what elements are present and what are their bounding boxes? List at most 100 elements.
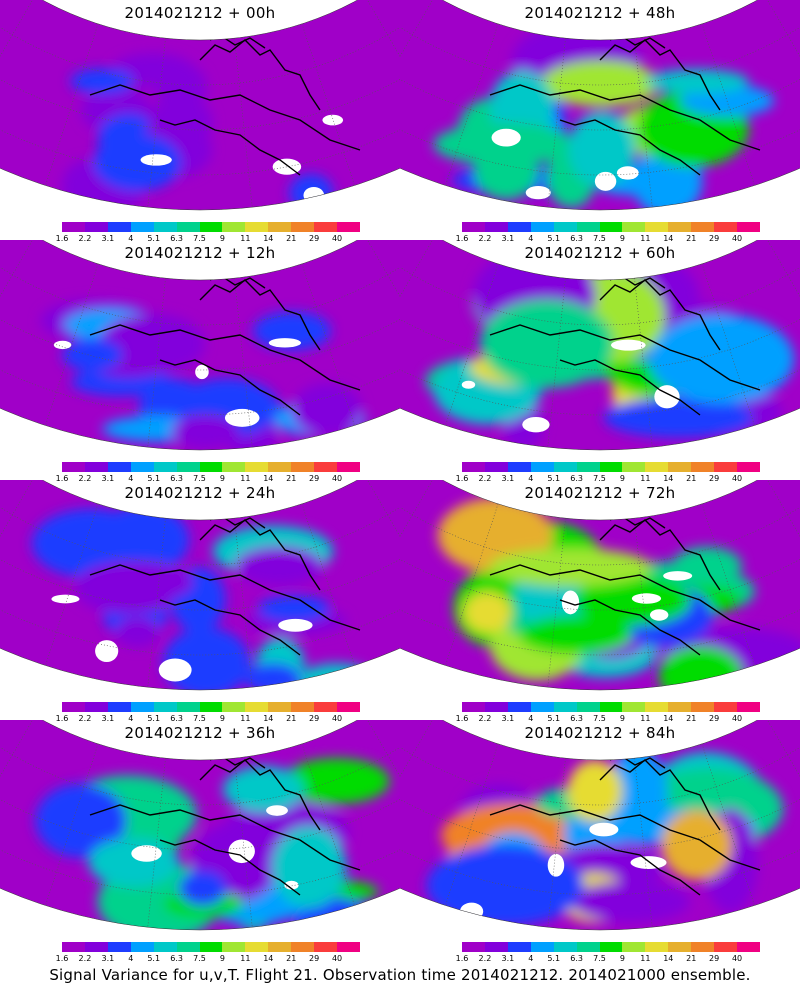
map-panel: 2014021212 + 60h 1.6 2.2 3.1 4 5.1 6.3 7.5 9 11 14… xyxy=(400,240,800,483)
colorbar-label: 2.2 xyxy=(478,714,492,723)
colorbar-segment xyxy=(645,462,669,472)
colorbar-segment xyxy=(84,942,108,952)
colorbar-label: 9 xyxy=(219,234,225,243)
colorbar-label: 9 xyxy=(619,714,625,723)
colorbar-segment xyxy=(84,702,108,712)
colorbar-label: 6.3 xyxy=(570,714,583,723)
variance-map xyxy=(0,240,400,451)
map-panel: 2014021212 + 72h 1.6 2.2 3.1 4 5.1 6.3 7.5 9 11 14… xyxy=(400,480,800,723)
colorbar-label: 14 xyxy=(263,474,274,483)
colorbar-label: 40 xyxy=(731,954,743,963)
colorbar-segment xyxy=(668,702,692,712)
colorbar-label: 9 xyxy=(219,474,225,483)
colorbar-segment xyxy=(553,462,577,472)
colorbar-label: 29 xyxy=(709,714,720,723)
colorbar-segment xyxy=(130,222,154,232)
colorbar-label: 40 xyxy=(331,474,343,483)
colorbar-segment xyxy=(176,222,200,232)
colorbar-label: 21 xyxy=(286,234,297,243)
colorbar-label: 4 xyxy=(128,954,134,963)
colorbar-segment xyxy=(714,942,738,952)
colorbar-segment xyxy=(553,942,577,952)
colorbar-label: 4 xyxy=(528,234,534,243)
colorbar-label: 29 xyxy=(309,714,320,723)
colorbar-segment xyxy=(268,702,292,712)
colorbar-label: 14 xyxy=(263,714,274,723)
colorbar-label: 6.3 xyxy=(170,474,183,483)
colorbar-labels: 1.6 2.2 3.1 4 5.1 6.3 7.5 9 11 14 21 29 40 xyxy=(456,474,760,484)
colorbar-label: 21 xyxy=(286,954,297,963)
colorbar-label: 1.6 xyxy=(55,954,69,963)
colorbar xyxy=(462,942,760,952)
colorbar-label: 1.6 xyxy=(455,234,469,243)
colorbar-segment xyxy=(622,942,646,952)
colorbar-label: 14 xyxy=(663,474,674,483)
colorbar-segment xyxy=(737,702,760,712)
variance-map xyxy=(0,720,400,931)
colorbar-segment xyxy=(645,222,669,232)
colorbar-segment xyxy=(314,702,338,712)
colorbar-label: 21 xyxy=(686,474,697,483)
colorbar-label: 1.6 xyxy=(455,714,469,723)
colorbar-segment xyxy=(199,462,223,472)
colorbar-label: 11 xyxy=(240,954,251,963)
colorbar xyxy=(62,702,360,712)
colorbar-label: 3.1 xyxy=(501,954,515,963)
colorbar-segment xyxy=(530,222,554,232)
map-panel: 2014021212 + 48h 1.6 2.2 3.1 4 5.1 6.3 7.5 9 11 14… xyxy=(400,0,800,243)
colorbar-labels: 1.6 2.2 3.1 4 5.1 6.3 7.5 9 11 14 21 29 40 xyxy=(456,234,760,244)
colorbar-label: 11 xyxy=(240,474,251,483)
colorbar-label: 14 xyxy=(663,954,674,963)
map-panel: 2014021212 + 36h 1.6 2.2 3.1 4 5.1 6.3 7.5 9 11 14… xyxy=(0,720,400,963)
colorbar-segment xyxy=(245,942,269,952)
colorbar-segment xyxy=(222,222,246,232)
colorbar-segment xyxy=(176,942,200,952)
colorbar-label: 1.6 xyxy=(55,714,69,723)
colorbar-segment xyxy=(507,702,531,712)
colorbar xyxy=(62,222,360,232)
colorbar-segment xyxy=(337,222,360,232)
colorbar-segment xyxy=(622,222,646,232)
colorbar-segment xyxy=(714,702,738,712)
colorbar-segment xyxy=(691,222,715,232)
figure-caption: Signal Variance for u,v,T. Flight 21. Ob… xyxy=(49,966,751,984)
colorbar-segment xyxy=(691,462,715,472)
colorbar-label: 7.5 xyxy=(593,714,606,723)
colorbar-label: 3.1 xyxy=(501,474,515,483)
coastline xyxy=(489,34,761,176)
colorbar-segment xyxy=(530,462,554,472)
colorbar-segment xyxy=(576,462,600,472)
panel-title: 2014021212 + 24h xyxy=(124,484,276,502)
colorbar-label: 7.5 xyxy=(593,474,606,483)
coastline xyxy=(89,274,361,416)
colorbar-segment xyxy=(337,942,360,952)
colorbar-label: 7.5 xyxy=(593,954,606,963)
colorbar-label: 6.3 xyxy=(570,474,583,483)
colorbar-segment xyxy=(622,462,646,472)
colorbar-segment xyxy=(599,222,623,232)
colorbar-label: 7.5 xyxy=(193,474,206,483)
colorbar-segment xyxy=(737,462,760,472)
colorbar-segment xyxy=(291,702,315,712)
colorbar-label: 21 xyxy=(286,714,297,723)
colorbar-segment xyxy=(530,702,554,712)
panel-title: 2014021212 + 60h xyxy=(524,244,676,262)
colorbar-label: 9 xyxy=(219,714,225,723)
colorbar-segment xyxy=(176,702,200,712)
colorbar-label: 7.5 xyxy=(593,234,606,243)
colorbar-segment xyxy=(107,222,131,232)
panel-title: 2014021212 + 48h xyxy=(524,4,676,22)
colorbar-segment xyxy=(737,222,760,232)
colorbar-label: 2.2 xyxy=(478,954,492,963)
panel-title: 2014021212 + 00h xyxy=(124,4,276,22)
colorbar-label: 2.2 xyxy=(78,234,92,243)
colorbar-segment xyxy=(484,942,508,952)
colorbar-segment xyxy=(130,942,154,952)
colorbar-label: 3.1 xyxy=(101,954,115,963)
colorbar-label: 9 xyxy=(619,474,625,483)
colorbar-segment xyxy=(245,222,269,232)
colorbar-label: 5.1 xyxy=(147,474,161,483)
variance-map xyxy=(400,240,800,451)
colorbar-label: 5.1 xyxy=(547,234,561,243)
colorbar-segment xyxy=(599,462,623,472)
